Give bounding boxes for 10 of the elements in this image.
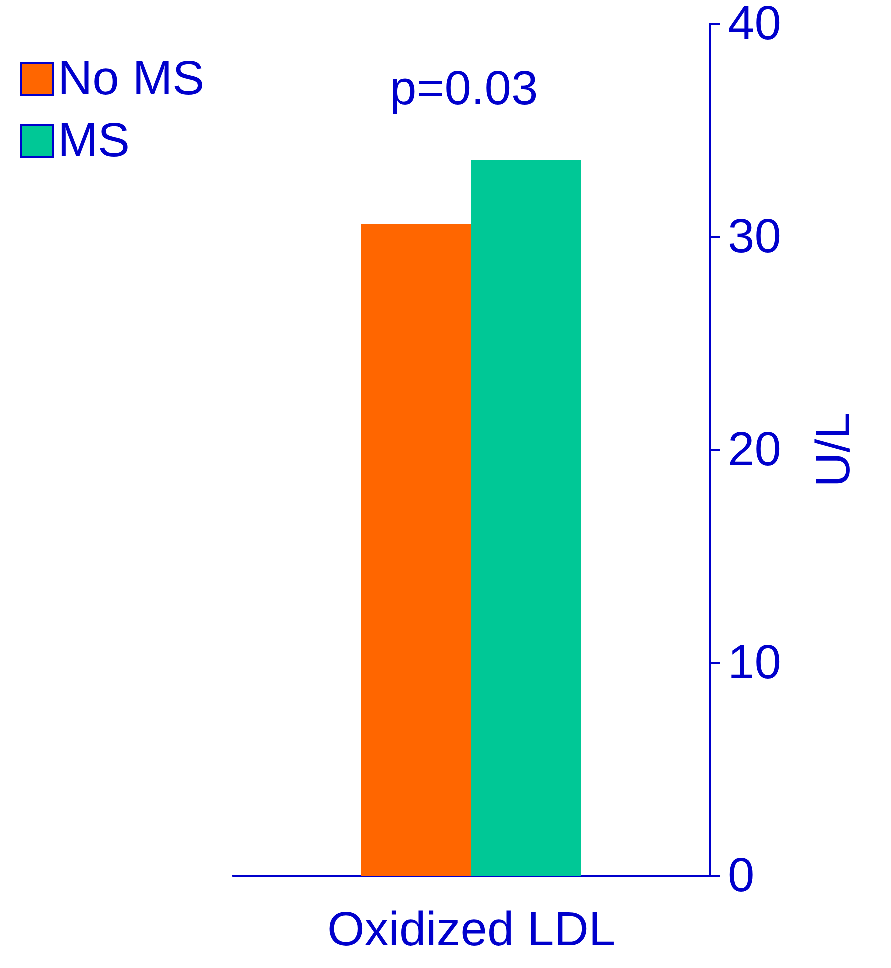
y-axis-title: U/L <box>808 412 860 488</box>
legend-label: No MS <box>58 52 205 106</box>
legend-label: MS <box>58 114 130 168</box>
y-tick-label: 30 <box>728 210 782 264</box>
y-tick-label: 0 <box>728 850 755 902</box>
y-tick-label: 40 <box>728 0 782 50</box>
y-tick-label: 20 <box>728 424 782 476</box>
y-tick-label: 10 <box>728 636 782 690</box>
x-tick-label: Oxidized LDL <box>327 904 616 956</box>
annotation: p=0.03 <box>390 62 538 116</box>
